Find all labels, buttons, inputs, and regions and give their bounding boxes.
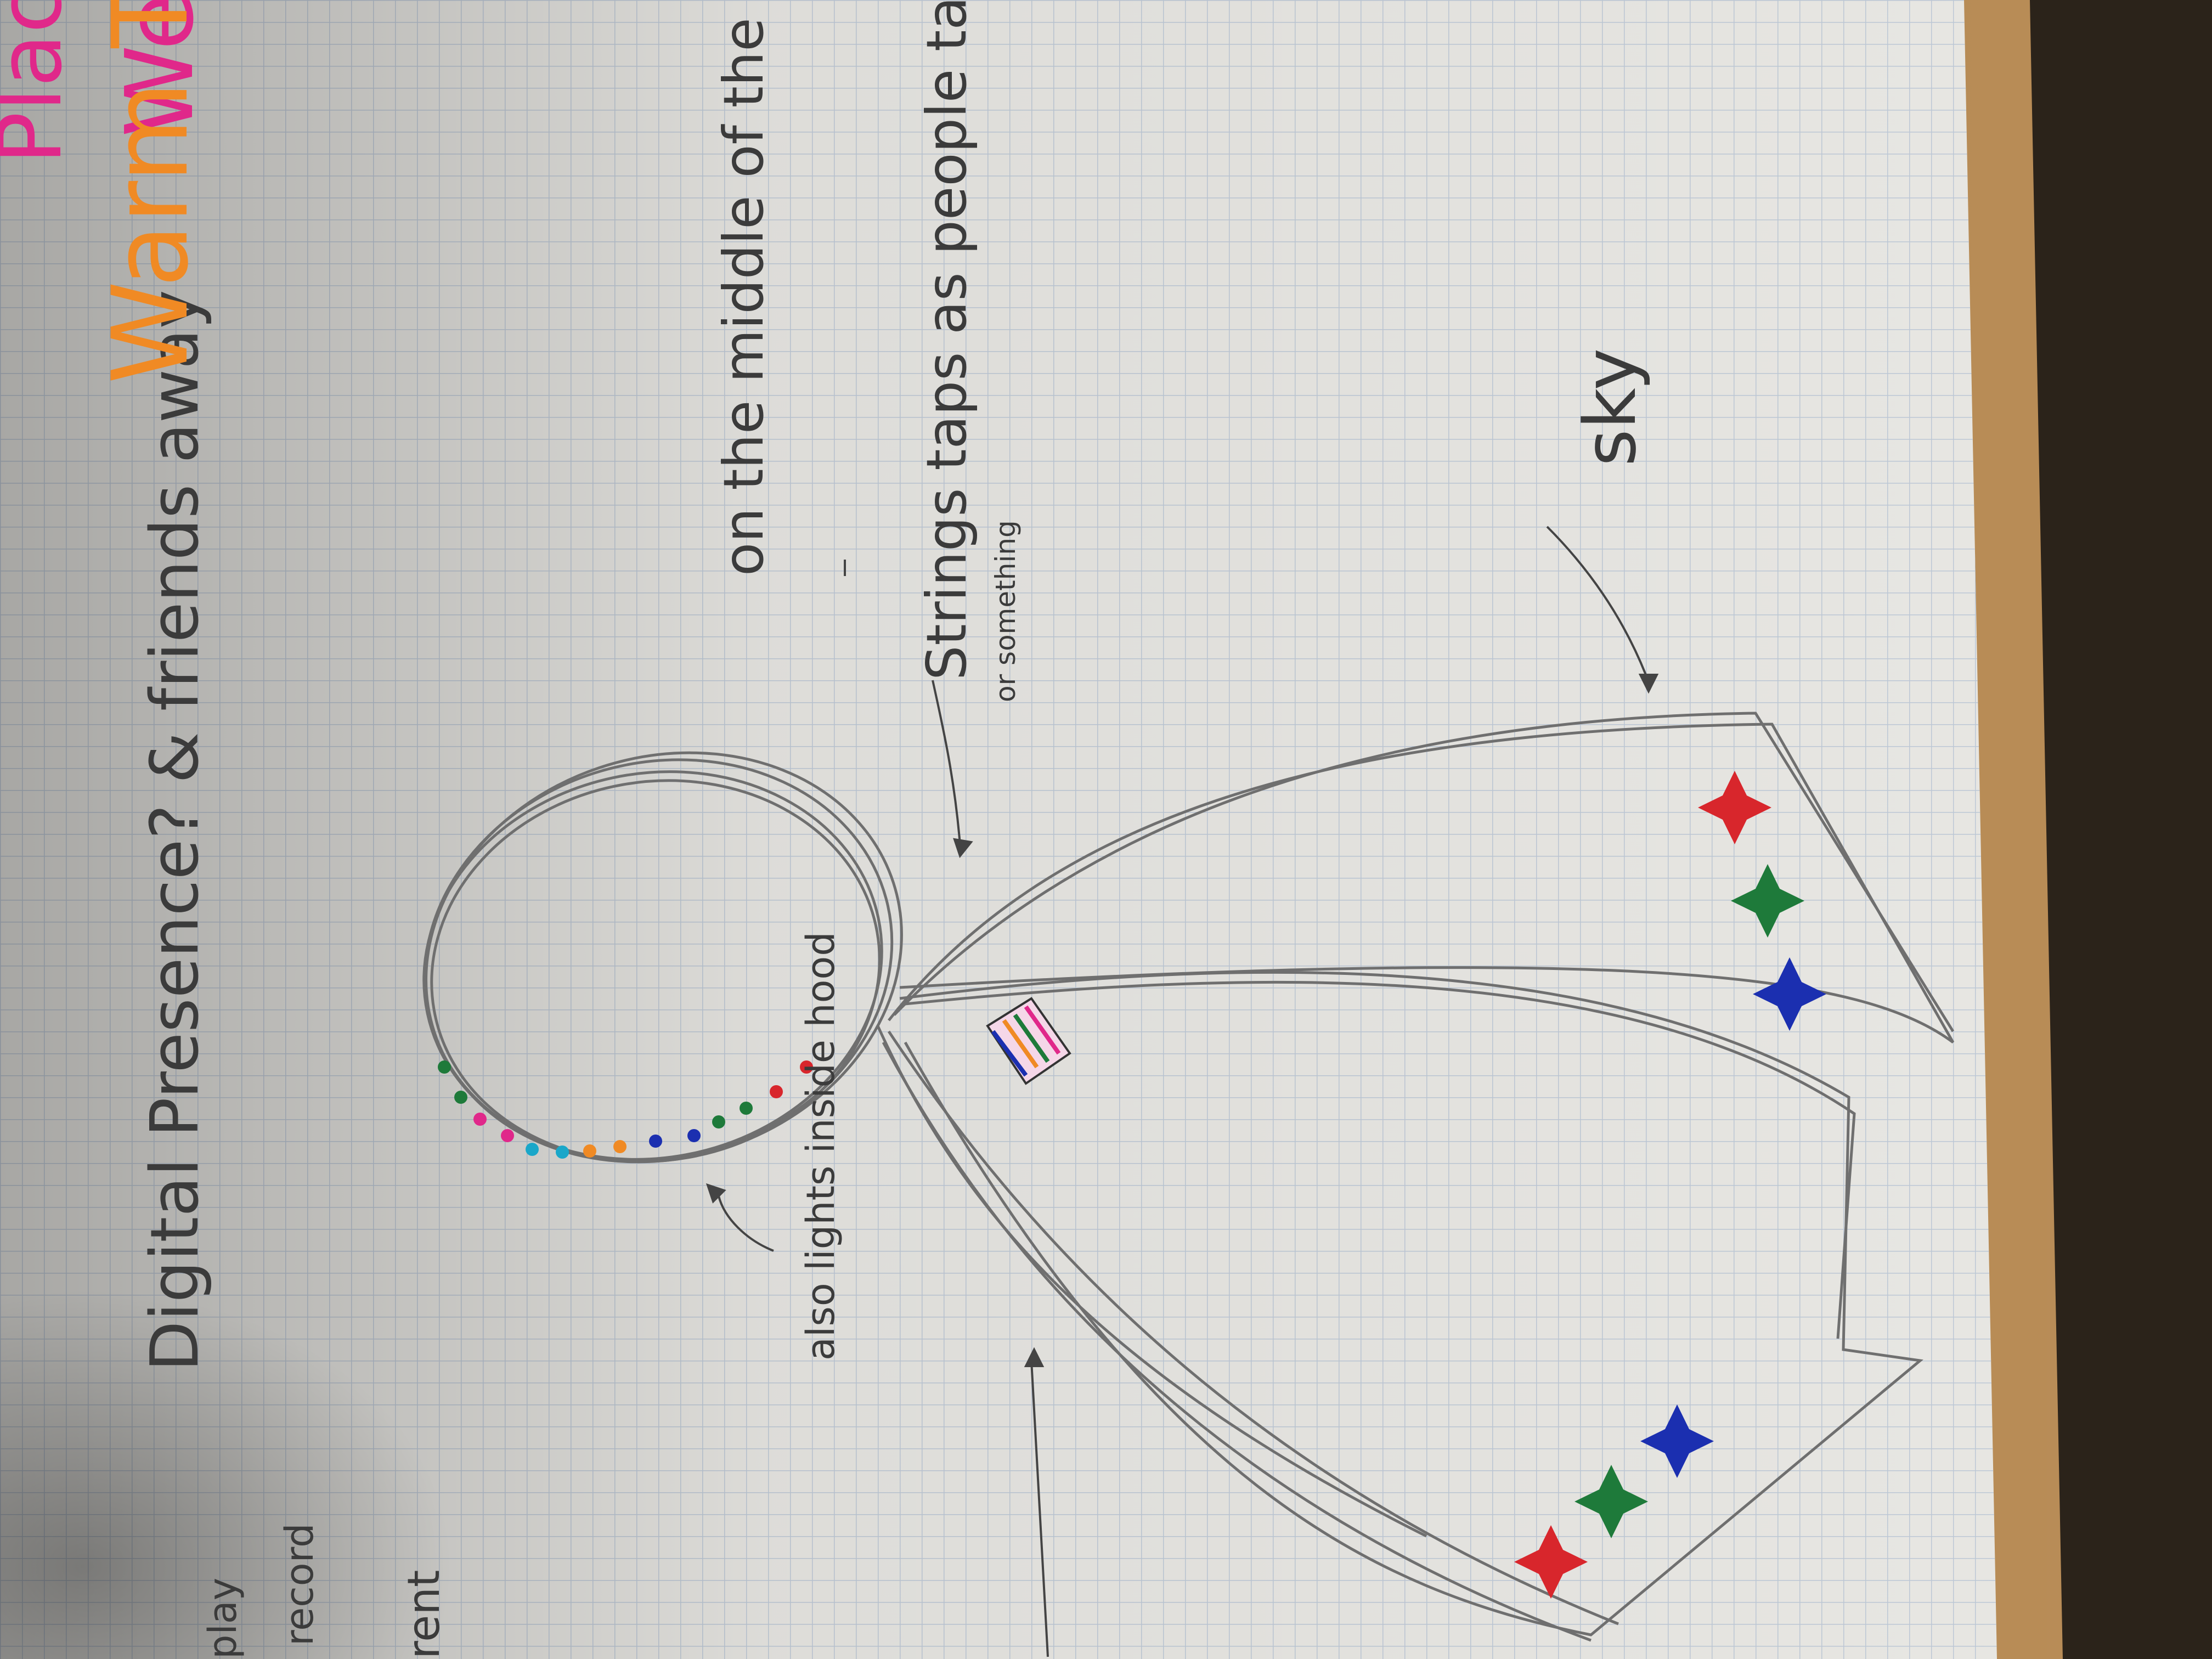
annotation-arrows <box>706 526 1659 1657</box>
clasp-box-sketch <box>986 997 1071 1085</box>
corner-warm-together: Warm Together <box>90 0 211 384</box>
corner-place: Place <box>0 0 81 165</box>
cape-sketch <box>876 712 1955 1642</box>
note-edge-rent: rent <box>398 1570 449 1659</box>
hand-shadow <box>0 1042 823 1659</box>
note-or-something: or something <box>990 520 1022 702</box>
note-on-middle: on the middle of the cape <box>712 0 776 576</box>
handwritten-notes: Digital Presence? & friends away also li… <box>137 0 1652 1659</box>
note-edge-record: record <box>277 1523 322 1646</box>
note-also-lights: also lights inside hood <box>798 932 843 1361</box>
corner-colored-text: Place We Warm Together <box>0 0 215 384</box>
note-strings-taps: Strings taps as people talk <box>915 0 979 680</box>
note-sky: sky <box>1568 348 1652 466</box>
cape-stars <box>1514 771 1826 1599</box>
hood-loop-sketch <box>422 751 903 1164</box>
note-edge-play: play <box>200 1578 245 1659</box>
note-digital-presence: Digital Presence? & friends away <box>137 290 213 1372</box>
corner-we: We <box>106 0 215 137</box>
hood-lights <box>438 1060 813 1159</box>
